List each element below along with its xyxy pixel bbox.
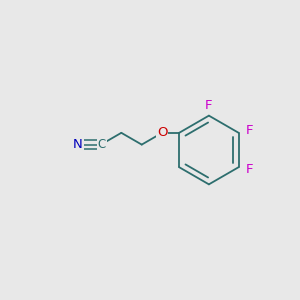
Text: F: F <box>246 124 253 137</box>
Text: C: C <box>98 138 106 151</box>
Text: F: F <box>246 163 253 176</box>
Text: F: F <box>205 99 213 112</box>
Text: O: O <box>157 126 167 139</box>
Text: N: N <box>73 138 83 151</box>
